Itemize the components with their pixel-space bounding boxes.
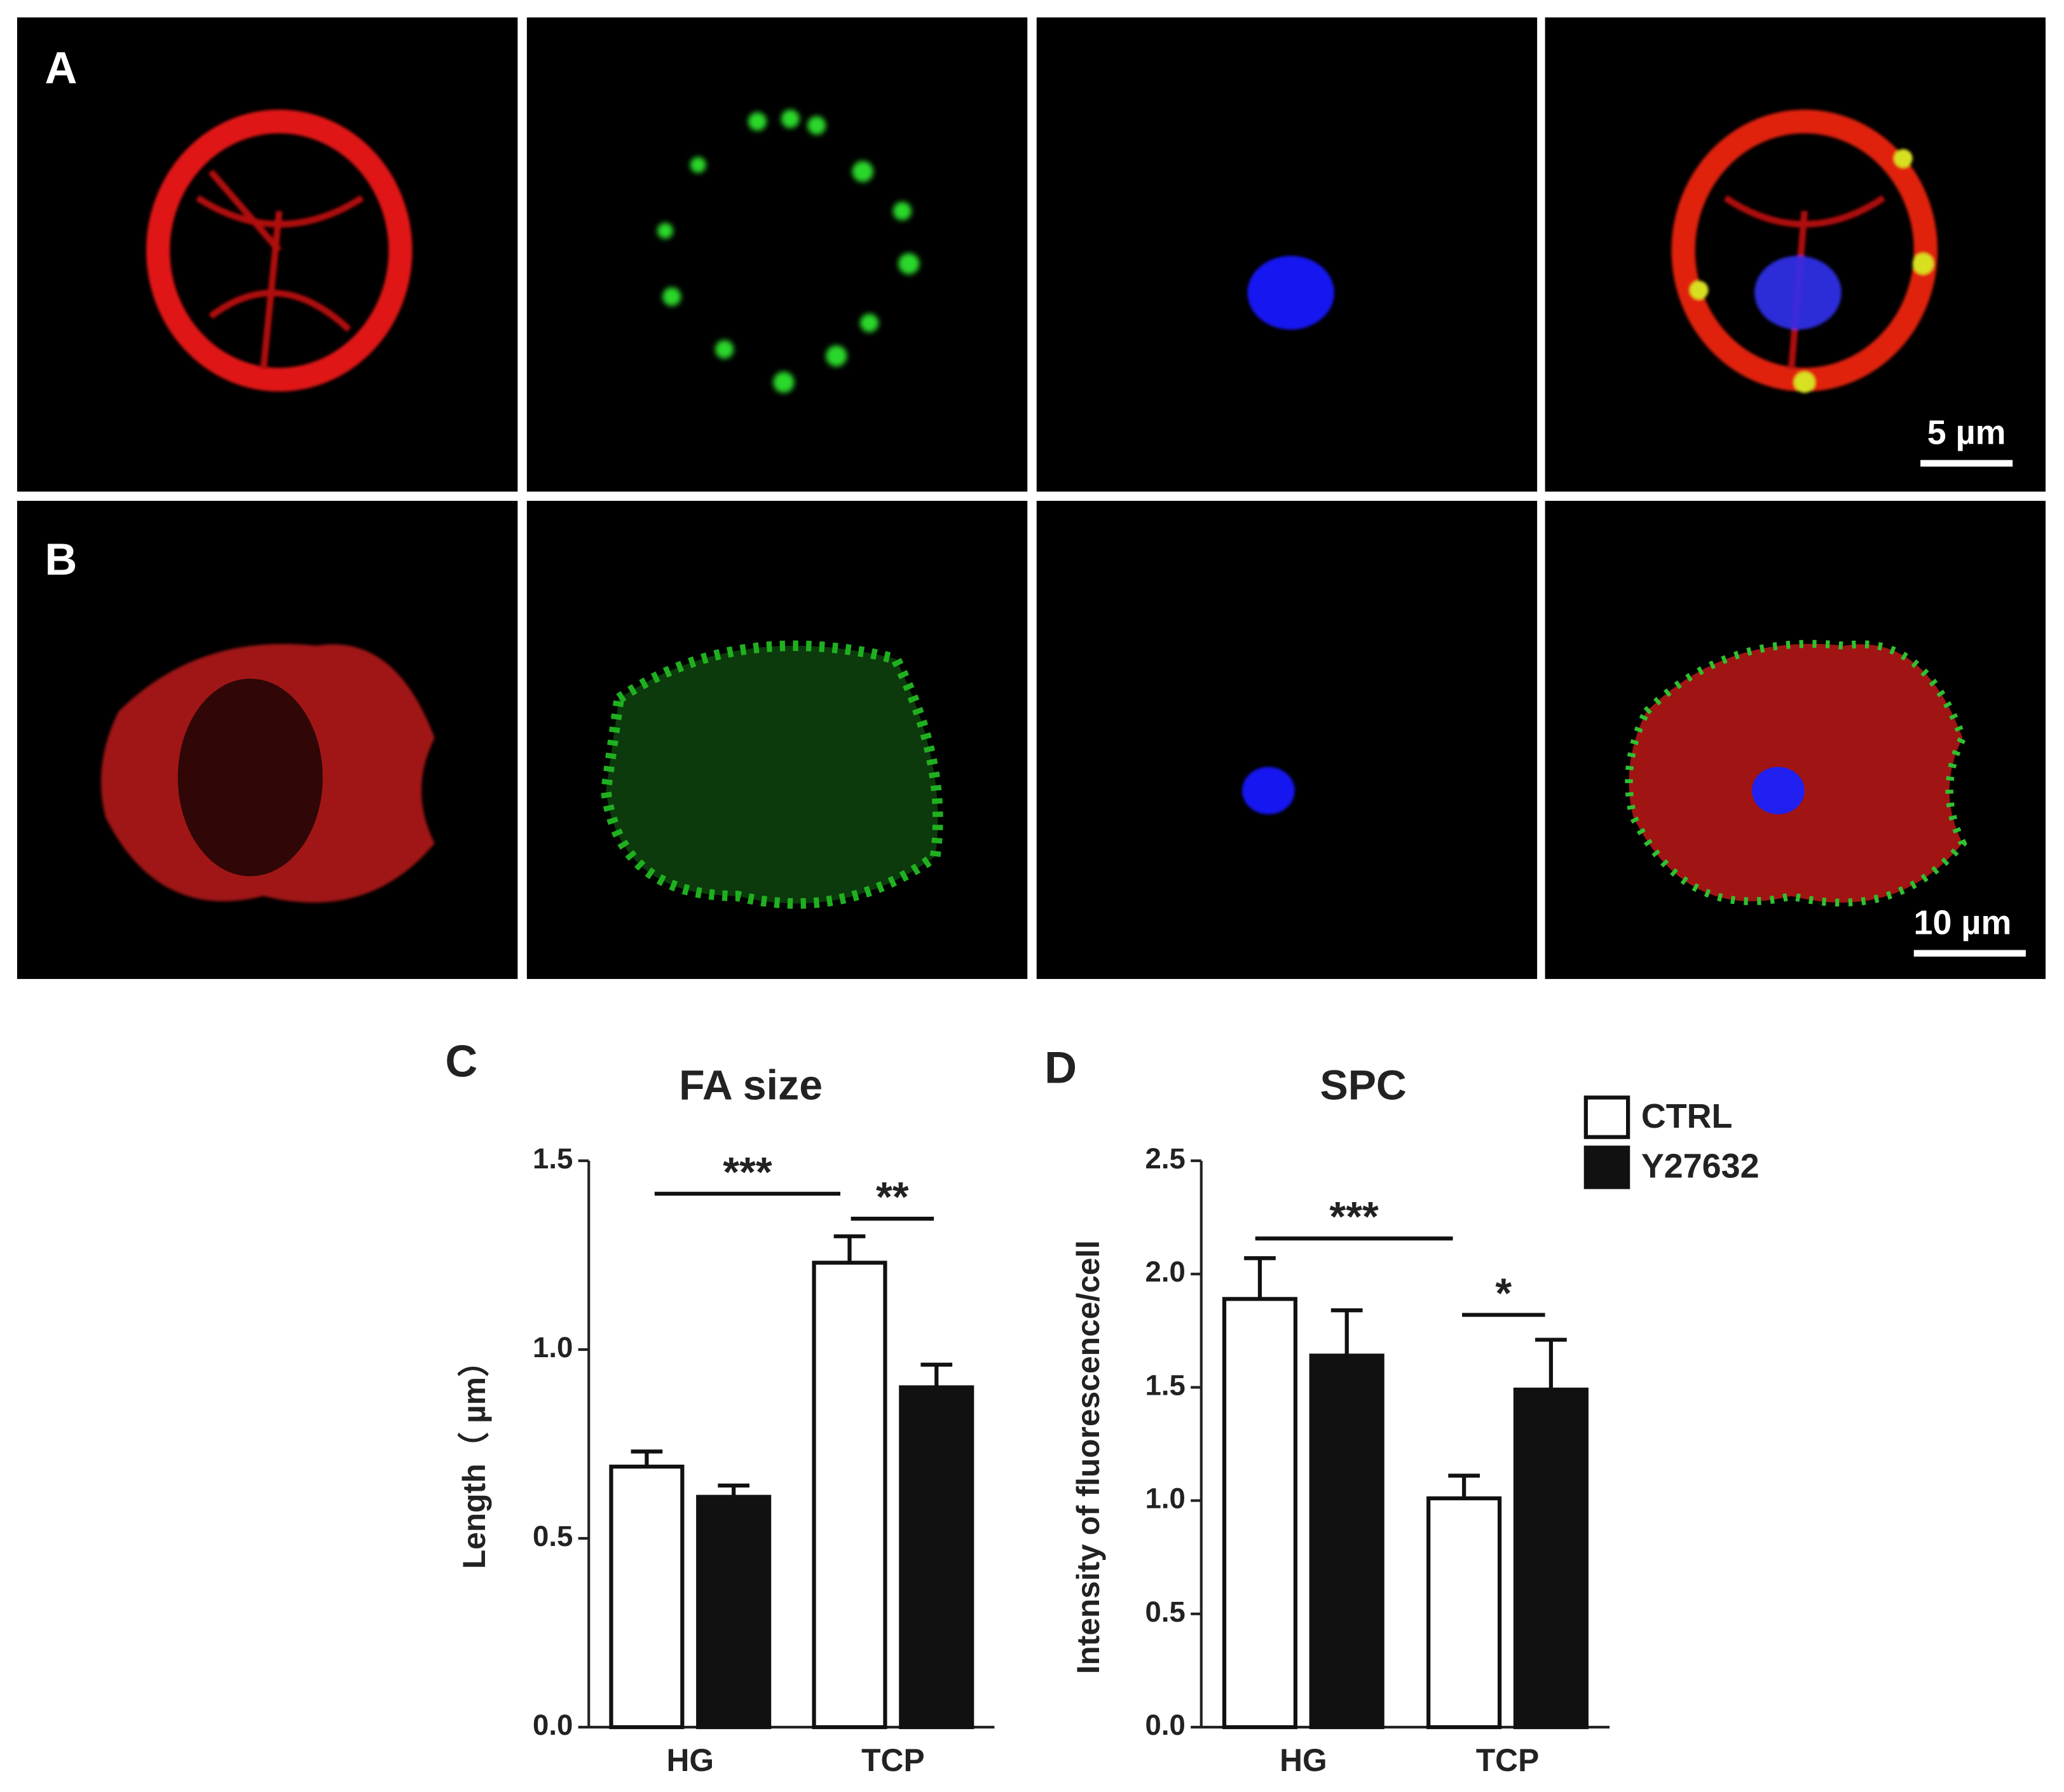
y-axis-title: Length（ µm）	[456, 1345, 492, 1569]
legend-swatch	[1583, 1095, 1630, 1139]
nucleus	[1751, 767, 1805, 815]
scale-bar	[1920, 460, 2013, 467]
x-tick-label: HG	[1280, 1742, 1327, 1778]
fa-cell	[600, 640, 943, 909]
y-axis-title: Intensity of fluorescence/cell	[1070, 1240, 1106, 1674]
bar	[1426, 1496, 1502, 1730]
actin-center	[177, 678, 323, 877]
bar	[812, 1261, 887, 1730]
panel-label: D	[1044, 1043, 1077, 1093]
fa-dots	[657, 109, 920, 393]
micrograph	[526, 17, 1028, 492]
actin-cell	[146, 109, 413, 392]
scale-bar	[1913, 950, 2026, 957]
x-tick-label: TCP	[861, 1742, 924, 1778]
y-tick-label: 2.5	[1145, 1142, 1186, 1175]
y-tick-label: 0.5	[533, 1520, 573, 1552]
bar	[1513, 1387, 1589, 1730]
merge-cell	[1671, 109, 1938, 393]
panel-label: C	[445, 1036, 477, 1086]
micrograph-row-a: 5 µm A	[17, 17, 2046, 492]
y-tick-label: 2.0	[1145, 1255, 1186, 1288]
x-tick-label: TCP	[1476, 1742, 1539, 1778]
panel-label: B	[44, 534, 77, 584]
bar	[1309, 1353, 1384, 1730]
scale-bar-label: 10 µm	[1914, 903, 2012, 941]
bar	[899, 1385, 974, 1730]
chart-title: SPC	[1320, 1062, 1406, 1109]
bar	[1222, 1297, 1298, 1730]
micrograph	[1036, 500, 1538, 980]
y-tick-label: 0.5	[1145, 1596, 1186, 1628]
significance-label: *	[1495, 1270, 1512, 1317]
significance-label: ***	[723, 1149, 772, 1196]
y-tick-label: 1.0	[533, 1331, 573, 1364]
micrograph-row-b: 10 µm B	[17, 500, 2046, 980]
bar	[696, 1494, 772, 1730]
y-tick-label: 1.5	[533, 1142, 573, 1175]
legend-label: Y27632	[1641, 1147, 1760, 1186]
significance-label: ***	[1329, 1194, 1379, 1241]
y-tick-label: 1.0	[1145, 1482, 1186, 1515]
legend-swatch	[1583, 1146, 1630, 1189]
chart-title: FA size	[679, 1062, 823, 1109]
y-tick-label: 0.0	[533, 1709, 573, 1741]
micrograph	[17, 17, 518, 492]
bar	[609, 1465, 685, 1730]
panel-label: A	[44, 43, 77, 93]
significance-label: **	[876, 1174, 909, 1221]
legend-label: CTRL	[1641, 1097, 1733, 1135]
x-tick-label: HG	[666, 1742, 714, 1778]
nucleus	[1247, 256, 1335, 330]
micrograph	[1545, 17, 2046, 492]
y-tick-label: 0.0	[1145, 1709, 1186, 1741]
micrograph	[1036, 17, 1538, 492]
scale-bar-label: 5 µm	[1927, 413, 2006, 451]
nucleus	[1242, 767, 1295, 815]
y-tick-label: 1.5	[1145, 1369, 1186, 1401]
